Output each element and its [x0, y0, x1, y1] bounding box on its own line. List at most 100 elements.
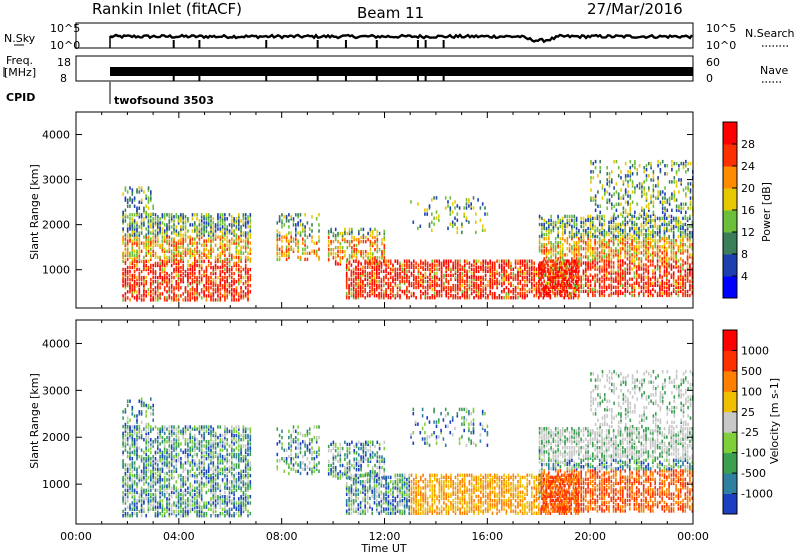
data-cell [145, 243, 147, 247]
data-cell [426, 212, 428, 216]
data-cell [285, 247, 288, 251]
data-cell [626, 234, 629, 239]
data-cell [191, 243, 194, 247]
data-cell [431, 261, 434, 265]
data-cell [661, 283, 663, 287]
data-cell [214, 225, 217, 229]
data-cell [173, 247, 175, 251]
data-cell [378, 263, 380, 267]
data-cell [231, 219, 233, 223]
data-cell [668, 261, 670, 265]
data-cell [436, 291, 438, 296]
data-cell [219, 227, 222, 231]
data-cell [505, 277, 508, 282]
data-cell [557, 243, 559, 247]
data-cell [635, 247, 638, 251]
data-cell [219, 273, 222, 278]
data-cell [157, 239, 159, 243]
data-cell [124, 233, 127, 237]
data-cell [235, 288, 238, 292]
data-cell [638, 281, 640, 285]
data-cell [559, 273, 562, 277]
data-cell [131, 219, 134, 223]
data-cell [136, 261, 138, 266]
data-cell [631, 289, 633, 294]
data-cell [304, 229, 306, 233]
data-cell [503, 265, 505, 269]
data-cell [647, 291, 650, 296]
data-cell [538, 271, 541, 275]
data-cell [559, 259, 562, 263]
data-cell [589, 261, 592, 265]
data-cell [348, 285, 350, 290]
data-cell [163, 229, 166, 233]
data-cell [138, 212, 141, 216]
data-cell [635, 222, 638, 227]
data-cell [334, 246, 337, 250]
data-cell [203, 292, 205, 296]
data-cell [297, 249, 299, 253]
data-cell [479, 218, 482, 222]
data-cell [242, 213, 245, 217]
data-cell [168, 280, 171, 284]
data-cell [654, 220, 656, 225]
data-cell [564, 265, 566, 269]
data-cell [601, 279, 603, 283]
data-cell [152, 239, 154, 243]
data-cell [475, 265, 478, 269]
data-cell [557, 226, 559, 231]
data-cell [575, 241, 578, 245]
data-cell [217, 217, 219, 221]
data-cell [415, 285, 417, 290]
data-cell [244, 271, 247, 276]
data-cell [278, 247, 281, 251]
data-cell [180, 280, 182, 284]
data-cell [182, 265, 184, 270]
data-cell [247, 275, 249, 280]
data-cell [619, 259, 622, 263]
data-cell [438, 267, 441, 271]
data-cell [615, 247, 617, 251]
data-cell [217, 247, 219, 251]
data-cell [608, 261, 610, 265]
data-cell [559, 220, 562, 225]
data-cell [224, 245, 226, 249]
data-cell [601, 249, 603, 253]
data-cell [666, 271, 668, 275]
data-cell [244, 245, 247, 249]
data-cell [238, 249, 240, 253]
data-cell [364, 287, 366, 292]
data-cell [633, 214, 636, 219]
data-cell [302, 241, 304, 245]
data-cell [147, 265, 150, 270]
data-cell [649, 259, 652, 263]
data-cell [145, 251, 147, 255]
data-cell [348, 261, 350, 265]
data-cell [564, 273, 566, 277]
data-cell [399, 263, 401, 267]
data-cell [233, 280, 235, 284]
data-cell [659, 283, 661, 287]
data-cell [550, 249, 552, 253]
data-cell [598, 291, 601, 296]
data-cell [140, 227, 143, 231]
data-cell [631, 234, 633, 239]
data-cell [219, 215, 222, 219]
data-cell [247, 251, 249, 255]
data-cell [649, 291, 652, 296]
data-cell [226, 247, 228, 251]
data-cell [136, 208, 138, 212]
data-cell [364, 261, 366, 265]
data-cell [152, 288, 154, 292]
data-cell [292, 223, 295, 227]
data-cell [535, 273, 538, 278]
data-cell [189, 255, 191, 260]
data-cell [240, 273, 242, 278]
data-cell [645, 228, 647, 233]
data-cell [406, 289, 408, 294]
data-cell [380, 277, 383, 282]
data-cell [622, 247, 624, 251]
data-cell [359, 281, 362, 286]
data-cell [238, 263, 240, 268]
data-cell [663, 269, 666, 273]
